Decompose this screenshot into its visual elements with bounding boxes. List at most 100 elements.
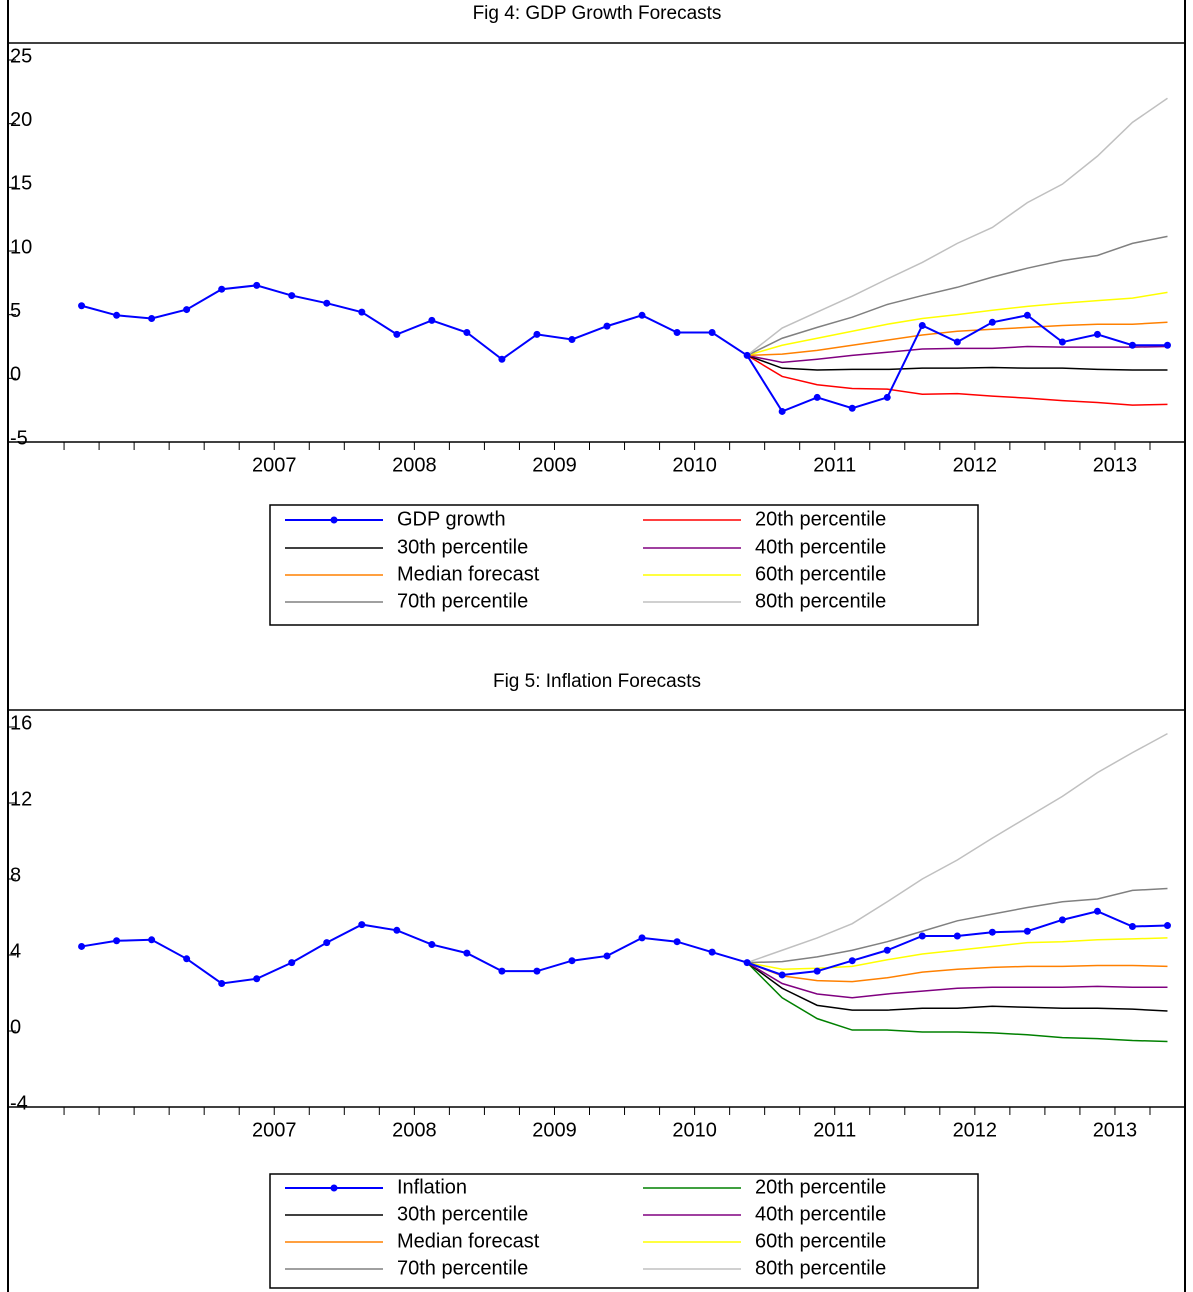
point <box>673 328 681 336</box>
x-tick-label: 2010 <box>672 454 717 476</box>
point <box>218 285 226 293</box>
point <box>428 316 436 324</box>
point <box>218 980 226 987</box>
x-tick-label: 2011 <box>813 454 856 476</box>
series-line <box>746 961 1168 999</box>
y-tick-label: 16 <box>10 712 32 734</box>
series-line <box>746 354 1168 406</box>
legend-label: Median forecast <box>397 1230 540 1252</box>
legend-label: 30th percentile <box>397 1203 528 1225</box>
point <box>638 934 646 942</box>
point <box>1093 907 1101 915</box>
point <box>253 281 261 289</box>
point <box>463 328 471 336</box>
point <box>1093 330 1101 338</box>
point <box>603 322 611 330</box>
y-tick-label: 25 <box>10 45 32 67</box>
point <box>498 355 506 363</box>
point <box>113 311 121 319</box>
point <box>533 330 541 338</box>
point <box>183 955 191 963</box>
point <box>638 311 646 319</box>
series-line <box>746 97 1168 357</box>
point <box>393 330 401 338</box>
point <box>78 302 86 310</box>
point <box>743 959 751 967</box>
series-line <box>747 321 1168 357</box>
point <box>673 938 681 946</box>
y-tick-label: 5 <box>10 300 21 322</box>
y-tick-label: 20 <box>10 109 32 131</box>
legend-label: GDP growth <box>397 508 506 530</box>
point <box>953 932 961 940</box>
legend-label: 80th percentile <box>755 1257 886 1279</box>
point <box>708 948 716 956</box>
legend-label: 40th percentile <box>755 1203 886 1225</box>
legend-label: 30th percentile <box>397 536 528 558</box>
point <box>1163 341 1171 349</box>
point <box>1163 922 1171 930</box>
point <box>568 957 576 965</box>
point <box>778 971 786 979</box>
series-line <box>81 910 1168 985</box>
point <box>323 299 331 307</box>
legend-marker <box>330 516 338 524</box>
point <box>533 967 541 975</box>
point <box>743 351 751 359</box>
y-tick-label: 0 <box>10 1016 21 1038</box>
point <box>918 932 926 940</box>
chart-title: Fig 5: Inflation Forecasts <box>493 671 701 692</box>
point <box>953 338 961 346</box>
point <box>358 308 366 316</box>
point <box>848 957 856 965</box>
point <box>323 939 331 947</box>
legend-label: 80th percentile <box>755 590 886 612</box>
point <box>778 407 786 415</box>
x-tick-label: 2008 <box>392 1119 437 1141</box>
point <box>148 314 156 322</box>
y-tick-label: 12 <box>10 788 32 810</box>
y-tick-label: 8 <box>10 864 21 886</box>
x-tick-label: 2012 <box>953 454 998 476</box>
chart-title: Fig 4: GDP Growth Forecasts <box>473 3 722 24</box>
legend-label: Median forecast <box>397 563 540 585</box>
point <box>1023 311 1031 319</box>
point <box>288 292 296 300</box>
point <box>428 941 436 949</box>
point <box>148 936 156 944</box>
plot-frame <box>7 709 1186 1108</box>
legend-label: 40th percentile <box>755 536 886 558</box>
x-tick-label: 2009 <box>532 1119 577 1141</box>
series-line <box>81 284 1168 413</box>
point <box>393 926 401 934</box>
legend-label: 70th percentile <box>397 590 528 612</box>
series-line <box>746 937 1168 971</box>
y-tick-label: 10 <box>10 236 32 258</box>
y-tick-label: -4 <box>10 1092 28 1114</box>
point <box>288 959 296 967</box>
point <box>708 328 716 336</box>
series-line <box>746 354 1168 371</box>
series-line <box>746 961 1168 983</box>
legend-label: 20th percentile <box>755 1176 886 1198</box>
series-line <box>746 732 1168 964</box>
legend-box <box>269 1173 979 1289</box>
point <box>918 321 926 329</box>
point <box>848 404 856 412</box>
legend-label: 60th percentile <box>755 1230 886 1252</box>
point <box>1058 916 1066 924</box>
point <box>463 949 471 957</box>
legend-label: 70th percentile <box>397 1257 528 1279</box>
point <box>1058 338 1066 346</box>
series-line <box>747 887 1168 964</box>
point <box>1023 927 1031 935</box>
plot-frame <box>7 42 1186 443</box>
legend-label: 20th percentile <box>755 508 886 530</box>
point <box>883 946 891 954</box>
y-tick-label: -5 <box>10 427 28 449</box>
point <box>1128 341 1136 349</box>
legend-label: 60th percentile <box>755 563 886 585</box>
point <box>113 937 121 945</box>
x-tick-label: 2010 <box>672 1119 717 1141</box>
